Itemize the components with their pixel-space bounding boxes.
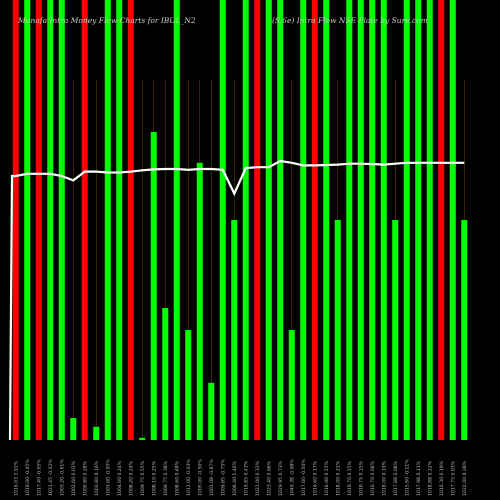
- bar-14: [162, 308, 169, 440]
- tick-label-5: 1003.20 -0.61%: [59, 459, 65, 496]
- bar-37: [426, 0, 433, 440]
- tick-label-30: 1019.70 0.15%: [347, 460, 353, 496]
- bar-30: [346, 0, 353, 440]
- tick-label-13: 1008.10 0.25%: [151, 460, 157, 496]
- bar-13: [150, 132, 157, 440]
- bar-17: [196, 162, 203, 441]
- tick-label-28: 1016.90 0.15%: [324, 460, 330, 496]
- tick-label-18: 1001.08 -0.67%: [209, 459, 215, 496]
- tick-label-39: 1017.75 0.03%: [450, 460, 456, 496]
- tick-label-27: 1016.60 0.17%: [312, 460, 318, 496]
- tick-label-7: 1009.80 0.28%: [82, 460, 88, 496]
- bars-group: [12, 0, 468, 441]
- bar-1: [12, 0, 19, 440]
- tick-label-9: 1003.60 -0.05%: [105, 459, 111, 496]
- bar-15: [173, 0, 180, 440]
- bar-34: [392, 220, 399, 440]
- tick-label-33: 1018.00 0.19%: [381, 460, 387, 496]
- bar-35: [403, 0, 410, 440]
- tick-label-4: 1021.45 -0.32%: [48, 459, 54, 496]
- bar-23: [265, 0, 272, 440]
- bar-26: [300, 0, 307, 440]
- bar-19: [219, 0, 226, 440]
- bar-5: [58, 0, 65, 440]
- tick-label-34: 1017.88 0.08%: [393, 460, 399, 496]
- tick-label-16: 1011.00 -0.03%: [186, 459, 192, 496]
- bar-22: [254, 0, 261, 440]
- bar-21: [242, 0, 249, 440]
- tick-label-8: 1003.80 0.16%: [94, 460, 100, 496]
- chart-subtitle: (S.6e) Intra Flow NSE Plate by Sure.com: [272, 16, 428, 25]
- tick-label-11: 1008.20 0.24%: [128, 460, 134, 496]
- tick-label-3: 1017.40 -0.05%: [36, 459, 42, 496]
- bar-10: [116, 0, 123, 440]
- tick-label-20: 1006.40 1.46%: [232, 460, 238, 496]
- tick-label-40: 1022.00 0.38%: [462, 460, 468, 496]
- bar-33: [380, 0, 387, 440]
- bar-6: [70, 418, 77, 440]
- tick-label-26: 1017.60 -0.50%: [301, 459, 307, 496]
- bar-3: [35, 0, 42, 440]
- bar-7: [81, 0, 88, 440]
- bar-25: [288, 330, 295, 440]
- tick-label-17: 1005.00 -0.50%: [197, 459, 203, 496]
- tick-label-29: 1018.00 0.21%: [335, 460, 341, 496]
- tick-label-37: 1018.88 0.12%: [427, 460, 433, 496]
- tick-label-15: 1008.60 0.48%: [174, 460, 180, 496]
- tick-label-23: 1023.40 0.66%: [266, 460, 272, 496]
- flow-line: [8, 159, 465, 441]
- bar-27: [311, 0, 318, 440]
- bar-12: [139, 437, 146, 440]
- bar-11: [127, 0, 134, 440]
- tick-label-21: 1019.85 0.43%: [243, 460, 249, 496]
- tick-label-22: 1021.00 0.33%: [255, 460, 261, 496]
- bar-32: [369, 0, 376, 440]
- bar-16: [185, 330, 192, 440]
- tick-label-14: 1009.75 0.38%: [163, 460, 169, 496]
- bar-2: [24, 0, 31, 440]
- tick-label-25: 1040.38 -0.08%: [289, 459, 295, 496]
- bar-36: [415, 0, 422, 440]
- tick-label-35: 1015.80 -0.11%: [404, 459, 410, 496]
- tick-label-2: 1019.00 -0.45%: [25, 459, 31, 496]
- bar-8: [93, 426, 100, 440]
- bar-24: [277, 0, 284, 440]
- bar-40: [461, 220, 468, 440]
- tick-label-12: 1009.75 0.55%: [140, 460, 146, 496]
- bar-20: [231, 220, 238, 440]
- chart-title: Munafa Intra Money Flow Charts for IBUL_…: [17, 16, 196, 25]
- bar-31: [357, 0, 364, 440]
- tick-labels: 1016.03 3.91% 1019.00 -0.45% 1017.40 -0.05…: [13, 459, 468, 496]
- bar-29: [334, 220, 341, 440]
- tick-label-38: 1016.30 0.19%: [439, 460, 445, 496]
- bar-38: [438, 0, 445, 440]
- bar-9: [104, 0, 111, 440]
- tick-label-19: 1009.85 -0.75%: [220, 459, 226, 496]
- tick-label-10: 1004.60 0.24%: [117, 460, 123, 496]
- bar-4: [47, 0, 54, 440]
- bar-18: [208, 382, 215, 440]
- tick-label-36: 1017.98 0.11%: [416, 460, 422, 496]
- tick-label-31: 1018.75 0.15%: [358, 460, 364, 496]
- bar-28: [323, 0, 330, 440]
- bar-39: [449, 0, 456, 440]
- tick-label-1: 1016.03 3.91%: [13, 460, 19, 496]
- tick-label-32: 1016.70 0.06%: [370, 460, 376, 496]
- tick-label-6: 1002.60 0.03%: [71, 460, 77, 496]
- tick-label-24: 1029.95 0.73%: [278, 460, 284, 496]
